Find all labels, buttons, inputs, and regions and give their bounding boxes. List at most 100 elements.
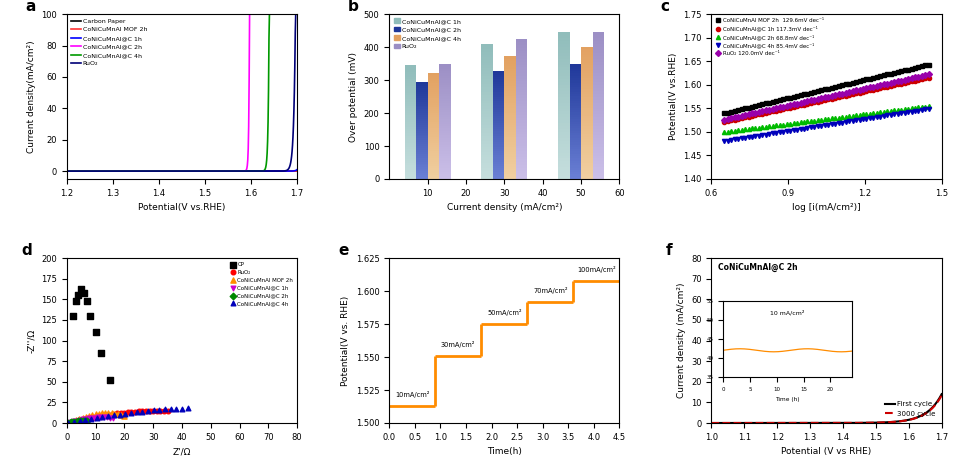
RuO₂ 120.0mV dec⁻¹ (753, 109, 765, 115)
Bar (439, 161, 450, 163)
Bar (505, 115, 516, 118)
Bar (593, 68, 604, 70)
Bar (404, 81, 416, 83)
CoNiCuMnAl@C 4h 85.4mV dec⁻¹ (771, 130, 782, 136)
Bar (581, 113, 593, 116)
Bar (416, 162, 427, 164)
CP (74, 286, 89, 293)
RuO₂ (66, 418, 81, 426)
Bar (570, 140, 581, 142)
Bar (593, 141, 604, 144)
Bar (427, 130, 439, 132)
CoNiCuMnAl@C 4h (118, 410, 133, 417)
Bar (439, 140, 450, 142)
Bar (427, 96, 439, 98)
CoNiCuMnAl@C 4h (158, 406, 173, 413)
Bar (581, 57, 593, 60)
Bar (481, 98, 492, 101)
CoNiCuMnAl@C 4h 85.4mV dec⁻¹ (923, 106, 935, 112)
Bar (481, 44, 492, 47)
CoNiCuMnAl@C 1h (61, 168, 73, 174)
CP (102, 376, 118, 384)
RuO₂ (135, 407, 150, 415)
CoNiCuMnAl@C 4h (185, 168, 197, 174)
CoNiCuMnAl MOF 2h (69, 416, 84, 424)
Bar (505, 149, 516, 152)
CoNiCuMnAl MOF 2h (292, 168, 303, 174)
CoNiCuMnAl@C 2h (250, 11, 262, 17)
Bar (481, 95, 492, 98)
Bar (481, 71, 492, 73)
Bar (404, 97, 416, 99)
RuO₂ (88, 414, 103, 421)
Bar (439, 94, 450, 96)
Bar (593, 50, 604, 53)
CoNiCuMnAl@C 2h (76, 417, 91, 425)
CoNiCuMnAl@C 4h (146, 407, 162, 414)
Bar (516, 129, 528, 132)
Bar (439, 172, 450, 174)
CoNiCuMnAl@C 4h 85.4mV dec⁻¹ (719, 138, 730, 144)
Bar (439, 80, 450, 83)
CoNiCuMnAl@C 4h 85.4mV dec⁻¹ (777, 129, 789, 134)
Carbon Paper (172, 168, 184, 174)
Bar (481, 106, 492, 109)
Bar (416, 102, 427, 103)
CoNiCuMnAl@C 1h (67, 418, 82, 425)
Bar (505, 164, 516, 167)
Bar (516, 162, 528, 165)
Bar (593, 138, 604, 141)
Bar (481, 122, 492, 125)
Bar (416, 164, 427, 165)
Bar (570, 165, 581, 167)
Bar (481, 52, 492, 55)
Bar (439, 167, 450, 170)
RuO₂ 120.0mV dec⁻¹ (719, 117, 730, 123)
Bar (481, 147, 492, 149)
CP (71, 291, 86, 299)
Bar (439, 73, 450, 76)
Legend: CoNiCuMnAl MOF 2h  129.6mV dec⁻¹, CoNiCuMnAl@C 1h 117.3mV dec⁻¹, CoNiCuMnAl@C 2h: CoNiCuMnAl MOF 2h 129.6mV dec⁻¹, CoNiCuM… (714, 17, 825, 57)
Bar (427, 83, 439, 86)
Bar (558, 132, 570, 135)
Bar (505, 118, 516, 120)
Bar (416, 96, 427, 98)
Bar (505, 127, 516, 130)
Bar (427, 81, 439, 83)
Bar (581, 163, 593, 166)
CoNiCuMnAl@C 2h (78, 417, 94, 425)
Bar (593, 153, 604, 156)
RuO₂ (160, 407, 175, 415)
Bar (570, 112, 581, 115)
Bar (492, 142, 505, 144)
Bar (570, 85, 581, 87)
CoNiCuMnAl MOF 2h  129.6mV dec⁻¹ (719, 110, 730, 116)
Bar (492, 75, 505, 77)
CoNiCuMnAl MOF 2h (286, 168, 297, 174)
Bar (439, 151, 450, 154)
Bar (404, 165, 416, 168)
CoNiCuMnAl@C 2h (76, 417, 92, 425)
Bar (427, 171, 439, 172)
Bar (570, 126, 581, 128)
CoNiCuMnAl@C 1h (84, 414, 99, 422)
CoNiCuMnAl@C 1h 117.3mV dec⁻¹ (788, 104, 799, 110)
Bar (481, 63, 492, 65)
Bar (516, 120, 528, 123)
Bar (558, 53, 570, 56)
Bar (492, 84, 505, 86)
Bar (439, 119, 450, 122)
Bar (492, 108, 505, 110)
Bar (439, 87, 450, 89)
Bar (427, 98, 439, 101)
Bar (570, 119, 581, 122)
Bar (581, 166, 593, 168)
Bar (558, 111, 570, 114)
Bar (416, 98, 427, 100)
RuO₂ (139, 407, 154, 415)
Bar (558, 44, 570, 47)
Bar (481, 79, 492, 82)
RuO₂ (70, 417, 85, 425)
Bar (570, 69, 581, 71)
Bar (481, 168, 492, 171)
